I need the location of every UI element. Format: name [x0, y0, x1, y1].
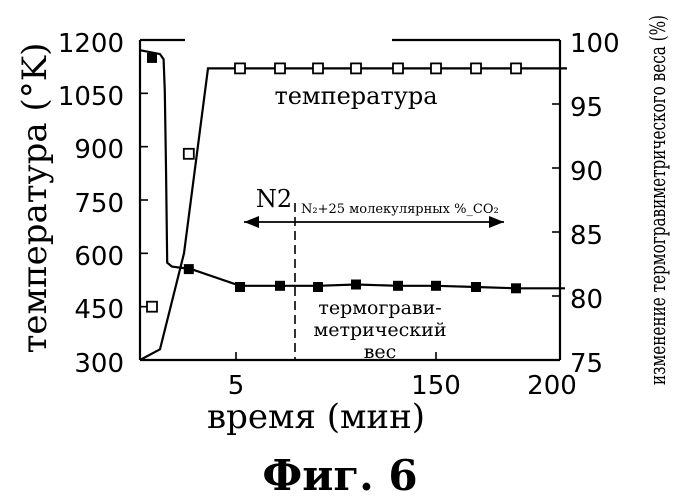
region-label-n2: N2	[256, 185, 292, 213]
y-left-tick-label: 300	[74, 349, 124, 379]
arrow-right-head	[489, 216, 504, 228]
markers-temperature	[146, 62, 522, 313]
region-label-n2-co2: N₂+25 молекулярных %_CO₂	[301, 202, 499, 217]
temperature-marker	[470, 62, 482, 75]
temperature-marker	[274, 62, 286, 75]
y-right-tick-label: 95	[570, 93, 603, 123]
x-axis-title: время (мин)	[207, 397, 425, 437]
y-right-axis-title: изменение термогравиметрического веса (%…	[646, 15, 670, 385]
temperature-marker	[312, 62, 324, 75]
series-label-line: термограви-	[318, 297, 441, 319]
y-left-tick-label: 450	[74, 295, 124, 325]
y-left-tick-label: 600	[74, 242, 124, 272]
y-right-tick-label: 85	[570, 221, 603, 251]
series-label-tg-weight: термограви- метрический вес	[313, 297, 446, 363]
tg-weight-marker	[313, 282, 323, 292]
tg-weight-marker	[511, 283, 521, 294]
series-label-line: вес	[364, 341, 397, 363]
y-right-tick-label: 100	[570, 29, 620, 59]
gas-annotation: N2 N₂+25 молекулярных %_CO₂	[244, 185, 504, 360]
y-right-tick-label: 75	[570, 349, 603, 379]
arrow-left-head	[244, 216, 259, 228]
temperature-marker	[430, 62, 442, 75]
x-tick-label: 5	[228, 371, 245, 401]
series-tg-weight	[139, 49, 565, 294]
markers-tg-weight	[147, 52, 521, 294]
figure-title: Фиг. 6	[262, 451, 417, 500]
tg-weight-marker	[431, 280, 441, 291]
x-tick-label: 150	[411, 371, 461, 401]
y-left-tick-labels: 1200 1050 900 750 600 450 300	[58, 29, 124, 379]
series-label-temperature: температура	[274, 82, 437, 110]
series-label-line: метрический	[313, 319, 446, 341]
y-right-tick-labels: 100 95 90 85 80 75	[570, 29, 620, 379]
temperature-marker	[182, 147, 195, 160]
tg-weight-marker	[183, 264, 194, 275]
temperature-marker	[146, 300, 158, 313]
temperature-marker	[350, 62, 362, 75]
tg-weight-marker	[275, 280, 285, 291]
temperature-marker	[510, 62, 522, 75]
temperature-marker	[234, 62, 246, 75]
y-left-tick-label: 1050	[58, 82, 124, 112]
y-right-tick-label: 80	[570, 285, 603, 315]
x-tick-labels: 5 150 200	[228, 371, 577, 401]
y-left-axis-title: температура (°K)	[15, 43, 55, 354]
tg-weight-marker	[351, 279, 361, 290]
x-tick-label: 200	[527, 371, 577, 401]
tg-weight-marker	[393, 280, 403, 291]
temperature-marker	[392, 62, 404, 75]
y-left-tick-label: 1200	[58, 29, 124, 59]
y-right-tick-label: 90	[570, 157, 603, 187]
tg-weight-marker	[235, 282, 245, 292]
tg-weight-marker	[471, 282, 481, 292]
tg-weight-marker	[147, 52, 157, 63]
series-temperature	[139, 62, 567, 361]
y-left-tick-label: 900	[74, 135, 124, 165]
y-left-tick-label: 750	[74, 189, 124, 219]
